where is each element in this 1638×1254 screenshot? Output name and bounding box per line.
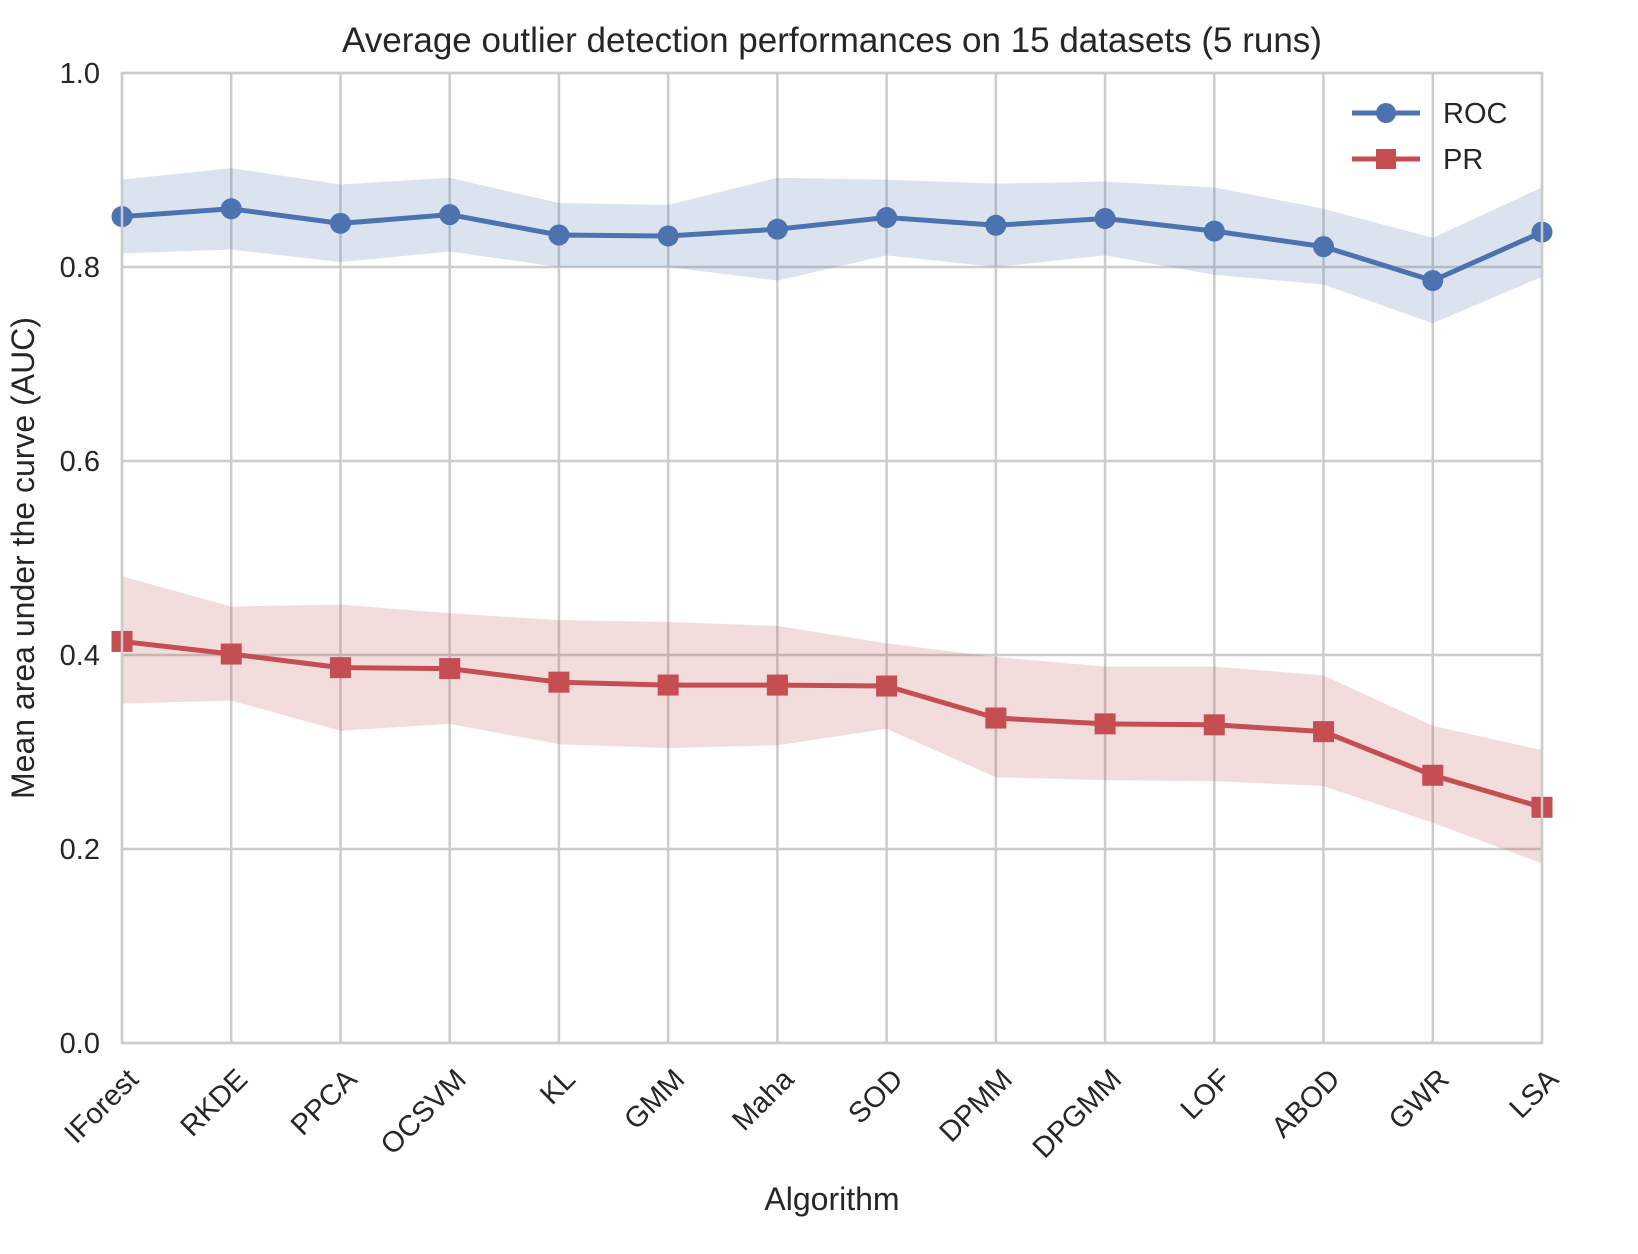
x-tick-label: RKDE: [175, 1063, 255, 1143]
x-tick-label: ABOD: [1266, 1063, 1347, 1144]
pr-point: [1313, 721, 1335, 743]
y-tick-label: 0.8: [60, 252, 100, 284]
plot-area: [122, 73, 1542, 1043]
x-tick-label: SOD: [843, 1063, 910, 1130]
pr-line: [121, 638, 1543, 810]
series-markers: [111, 198, 1553, 818]
pr-point: [657, 674, 679, 696]
x-tick-label: KL: [534, 1063, 582, 1111]
legend: ROC PR: [1352, 98, 1507, 176]
pr-confidence-band: [122, 576, 1542, 864]
plot-frame: [120, 71, 1544, 1045]
pr-point: [220, 643, 242, 665]
x-tick-label: LSA: [1504, 1063, 1566, 1125]
x-tick-label: IForest: [59, 1063, 145, 1149]
roc-point: [876, 207, 898, 229]
pr-point: [1094, 713, 1116, 735]
roc-line: [121, 206, 1544, 284]
legend-roc-label: ROC: [1443, 98, 1507, 130]
x-tick-label: GWR: [1383, 1063, 1456, 1136]
x-tick-labels: IForest RKDE PPCA OCSVM KL GMM Maha SOD DPMM DPGM…: [59, 1063, 1566, 1165]
legend-pr-label: PR: [1443, 144, 1483, 176]
roc-point: [657, 225, 679, 247]
pr-point: [1203, 714, 1225, 736]
roc-point: [439, 204, 461, 226]
y-tick-label: 0.0: [60, 1028, 100, 1060]
x-tick-label: LOF: [1175, 1063, 1238, 1126]
y-axis-title: Mean area under the curve (AUC): [5, 317, 41, 799]
x-axis-title: Algorithm: [764, 1181, 899, 1217]
roc-point: [1203, 220, 1225, 242]
roc-point: [1313, 236, 1335, 258]
roc-point: [329, 212, 351, 234]
series-lines: [121, 206, 1544, 810]
roc-point: [985, 214, 1007, 236]
x-tick-label: Maha: [726, 1063, 801, 1138]
x-tick-label: DPMM: [934, 1063, 1019, 1148]
roc-point: [1094, 208, 1116, 229]
x-tick-label: OCSVM: [375, 1063, 473, 1161]
y-tick-labels: 0.0 0.2 0.4 0.6 0.8 1.0: [60, 58, 100, 1060]
x-tick-label: GMM: [618, 1063, 691, 1136]
pr-point: [876, 675, 898, 697]
x-tick-label: DPGMM: [1027, 1063, 1128, 1164]
x-tick-label: PPCA: [285, 1063, 364, 1142]
roc-point: [766, 218, 788, 240]
y-tick-label: 0.6: [60, 446, 100, 478]
roc-point: [220, 198, 242, 220]
legend-pr-marker: [1376, 149, 1396, 169]
pr-point: [766, 674, 788, 696]
roc-point: [1422, 270, 1444, 292]
y-tick-label: 0.2: [60, 834, 100, 866]
roc-point: [548, 224, 570, 246]
pr-point: [548, 671, 570, 693]
y-tick-label: 0.4: [60, 640, 100, 672]
pr-point: [985, 707, 1007, 729]
legend-roc-marker: [1376, 103, 1396, 123]
y-tick-label: 1.0: [60, 58, 100, 90]
confidence-bands: [122, 168, 1542, 864]
pr-point: [439, 658, 461, 680]
pr-point: [329, 657, 351, 679]
pr-point: [1422, 764, 1444, 786]
chart-title: Average outlier detection performances o…: [342, 21, 1322, 60]
roc-confidence-band: [122, 168, 1542, 324]
